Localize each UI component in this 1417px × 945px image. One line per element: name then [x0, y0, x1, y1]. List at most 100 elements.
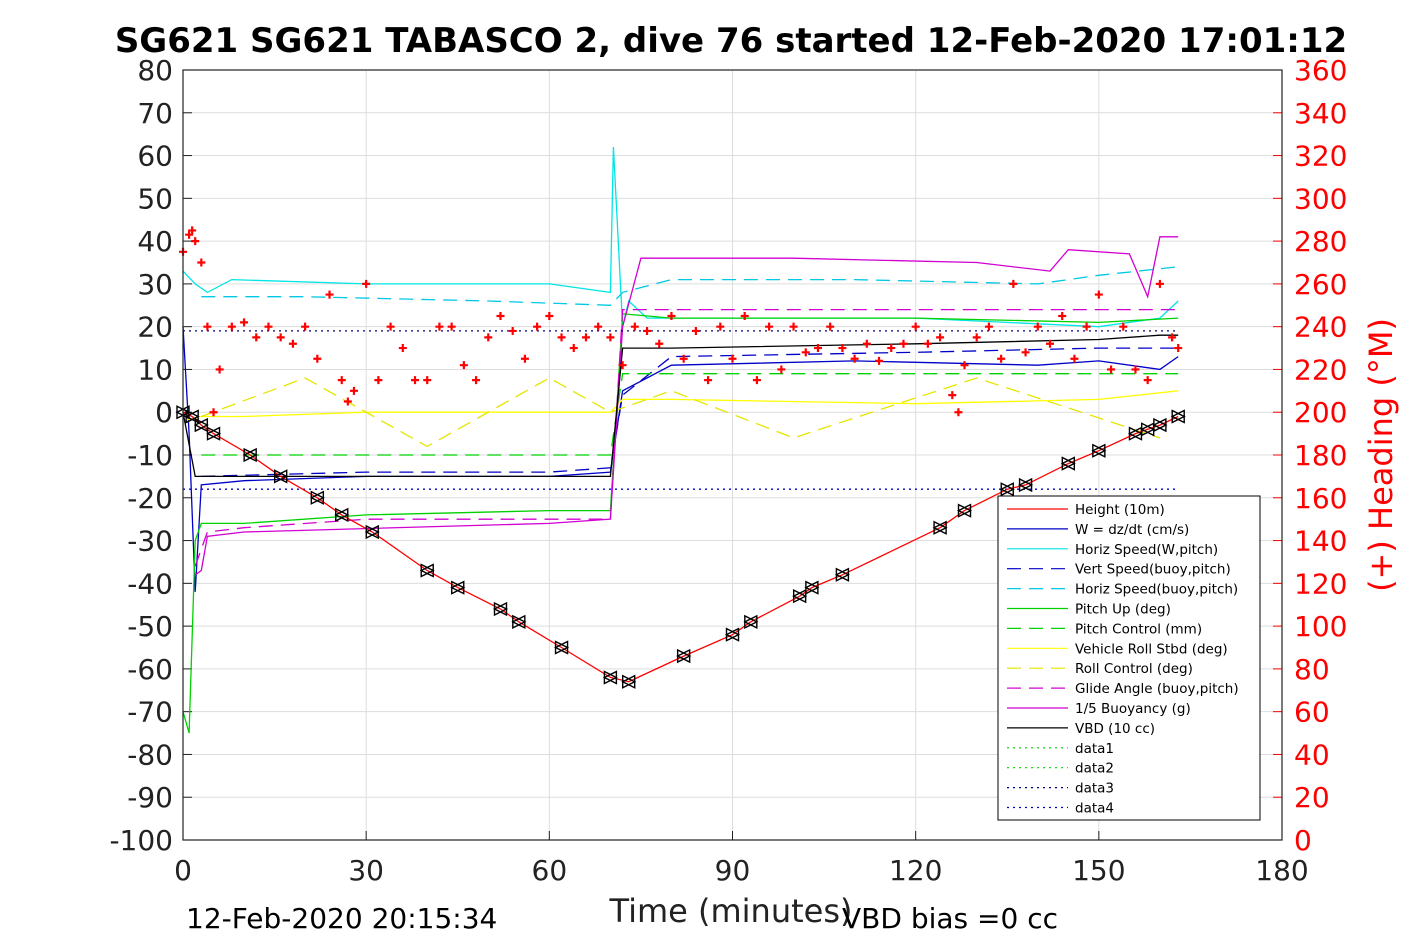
- heading-point: [313, 354, 322, 363]
- legend-label-1: W = dz/dt (cm/s): [1075, 522, 1189, 538]
- height-point-mirror: [334, 507, 349, 523]
- heading-point: [911, 322, 920, 331]
- y-tick-label: -100: [109, 824, 173, 857]
- heading-point: [569, 344, 578, 353]
- height-point-mirror: [553, 640, 569, 655]
- y-tick-label: -10: [127, 439, 173, 472]
- heading-point: [191, 237, 200, 246]
- y-right-tick-label: 0: [1294, 824, 1312, 857]
- y-tick-label: -60: [127, 653, 173, 686]
- y-right-tick-label: 180: [1294, 439, 1347, 472]
- y-tick-label: -40: [127, 567, 173, 600]
- height-point-mirror: [450, 580, 465, 595]
- series-line-11: [182, 334, 1179, 478]
- series-line-9: [194, 308, 1179, 567]
- x-tick-label: 150: [1072, 854, 1125, 887]
- height-point-mirror: [1170, 409, 1185, 424]
- height-point-mirror: [309, 490, 325, 505]
- heading-point: [197, 258, 206, 267]
- height-point-mirror: [932, 520, 947, 535]
- height-point-mirror: [676, 648, 691, 664]
- x-tick-label: 180: [1255, 854, 1308, 887]
- heading-point: [618, 361, 627, 370]
- x-tick-label: 60: [532, 854, 568, 887]
- y-tick-label: 20: [137, 311, 173, 344]
- height-point-mirror: [1091, 443, 1106, 458]
- heading-point: [1021, 348, 1030, 357]
- heading-point: [301, 322, 310, 331]
- height-point-mirror: [602, 670, 618, 685]
- legend-box: [997, 495, 1261, 821]
- heading-point: [850, 354, 859, 363]
- heading-point: [1155, 279, 1164, 288]
- heading-point: [1070, 354, 1079, 363]
- legend-label-12: data1: [1075, 741, 1114, 757]
- y-right-tick-label: 220: [1294, 353, 1347, 386]
- heading-point: [343, 397, 352, 406]
- legend-label-11: VBD (10 cc): [1075, 721, 1155, 737]
- heading-point: [789, 322, 798, 331]
- y-right-tick-label: 20: [1294, 781, 1330, 814]
- legend-label-4: Horiz Speed(buoy,pitch): [1075, 582, 1238, 598]
- x-tick-label: 0: [174, 854, 192, 887]
- heading-point: [813, 344, 822, 353]
- height-point-mirror: [242, 447, 257, 463]
- heading-point: [1094, 290, 1103, 299]
- heading-point: [1045, 339, 1054, 348]
- plot-frame: [182, 69, 1283, 841]
- heading-point: [948, 391, 957, 400]
- height-point-mirror: [205, 426, 221, 441]
- heading-point: [984, 322, 993, 331]
- legend-label-7: Vehicle Roll Stbd (deg): [1075, 641, 1228, 657]
- y-axis-right: 0 20 40 60 80 100 120 140 160 180 200 220 240 260 280 3…: [1273, 54, 1347, 857]
- heading-point: [704, 376, 713, 385]
- y-tick-label: -50: [127, 610, 173, 643]
- legend-label-13: data2: [1075, 761, 1114, 777]
- heading-point: [887, 344, 896, 353]
- legend-label-14: data3: [1075, 781, 1114, 797]
- heading-point: [496, 311, 505, 320]
- y-right-tick-label: 80: [1294, 653, 1330, 686]
- heading-point: [679, 354, 688, 363]
- y-tick-label: 70: [137, 97, 173, 130]
- height-point-mirror: [724, 627, 740, 642]
- heading-point: [1143, 376, 1152, 385]
- heading-point: [484, 333, 493, 342]
- heading-point: [362, 279, 371, 288]
- x-tick-label: 90: [715, 854, 751, 887]
- heading-point: [997, 354, 1006, 363]
- height-point-mirror: [743, 614, 758, 629]
- y-right-tick-label: 280: [1294, 225, 1347, 258]
- heading-point: [1033, 322, 1042, 331]
- y-tick-label: 40: [137, 225, 173, 258]
- heading-point: [411, 376, 420, 385]
- height-point-mirror: [364, 524, 379, 540]
- heading-point: [716, 322, 725, 331]
- y-axis-left: -100-90-80-70-60-50-40-30-20-10010203040…: [109, 54, 192, 857]
- y-tick-label: 80: [137, 54, 173, 87]
- heading-point: [252, 333, 261, 342]
- heading-point: [923, 339, 932, 348]
- series-line-10: [194, 236, 1179, 576]
- heading-point: [264, 322, 273, 331]
- heading-point: [972, 333, 981, 342]
- heading-point: [276, 333, 285, 342]
- heading-point: [606, 333, 615, 342]
- y-right-tick-label: 40: [1294, 738, 1330, 771]
- heading-point: [209, 408, 218, 417]
- heading-point: [1009, 279, 1018, 288]
- heading-point: [1168, 333, 1177, 342]
- height-point-mirror: [999, 482, 1014, 497]
- height-point-mirror: [1152, 417, 1167, 433]
- heading-point: [349, 386, 358, 395]
- y-right-tick-label: 100: [1294, 610, 1347, 643]
- heading-point: [520, 354, 529, 363]
- x-tick-label: 120: [889, 854, 942, 887]
- heading-point: [508, 326, 517, 335]
- heading-point: [1107, 365, 1116, 374]
- heading-point: [826, 322, 835, 331]
- y-right-tick-label: 120: [1294, 567, 1347, 600]
- chart-title: SG621 SG621 TABASCO 2, dive 76 started 1…: [115, 21, 1347, 61]
- heading-markers: [179, 226, 1183, 417]
- y-tick-label: 10: [137, 353, 173, 386]
